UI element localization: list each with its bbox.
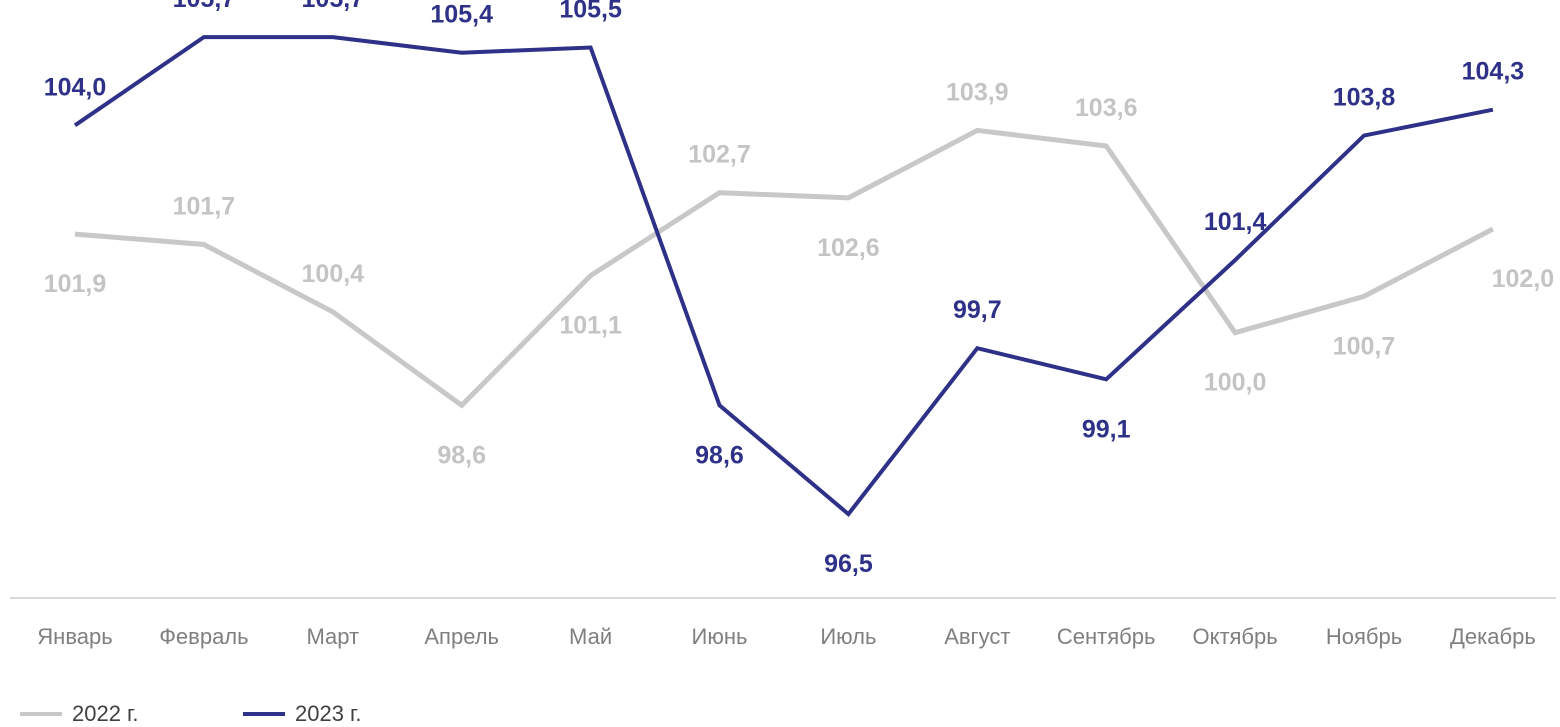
legend-item-2023: 2023 г. <box>243 701 362 726</box>
legend-label-2023: 2023 г. <box>295 701 362 726</box>
data-label-2023: 99,1 <box>1082 415 1131 443</box>
data-label-2023: 98,6 <box>695 441 744 469</box>
data-labels: 101,9 101,7 100,4 98,6 101,1 102,7 102,6 103,9 1… <box>44 0 1554 578</box>
legend: 2022 г. 2023 г. <box>20 701 362 726</box>
data-label-2022: 103,9 <box>946 78 1009 106</box>
data-label-2022: 102,6 <box>817 234 880 262</box>
data-label-2023: 104,3 <box>1462 58 1525 86</box>
series-line-2023 <box>73 35 1494 517</box>
x-tick-label: Ноябрь <box>1326 624 1402 649</box>
data-label-2023: 105,4 <box>430 1 493 29</box>
legend-label-2022: 2022 г. <box>72 701 139 726</box>
data-label-2022: 102,0 <box>1492 265 1555 293</box>
x-tick-label: Февраль <box>159 624 248 649</box>
x-tick-label: Апрель <box>424 624 499 649</box>
data-label-2022: 103,6 <box>1075 94 1138 122</box>
data-label-2022: 100,7 <box>1333 332 1396 360</box>
legend-item-2022: 2022 г. <box>20 701 139 726</box>
x-tick-label: Июнь <box>692 624 748 649</box>
data-label-2023: 99,7 <box>953 296 1002 324</box>
x-tick-label: Июль <box>820 624 876 649</box>
x-tick-label: Сентябрь <box>1057 624 1156 649</box>
x-tick-label: Март <box>306 624 359 649</box>
series-lines <box>73 35 1495 517</box>
data-label-2022: 101,1 <box>559 312 622 340</box>
series-line-2022 <box>74 127 1495 409</box>
data-label-2022: 101,7 <box>173 193 236 221</box>
data-label-2023: 101,4 <box>1204 208 1267 236</box>
x-tick-label: Январь <box>37 624 112 649</box>
data-label-2022: 101,9 <box>44 270 107 298</box>
data-label-2022: 98,6 <box>437 441 486 469</box>
data-label-2023: 105,7 <box>302 0 365 13</box>
data-label-2023: 103,8 <box>1333 84 1396 112</box>
data-label-2023: 105,5 <box>559 0 622 23</box>
x-tick-label: Октябрь <box>1192 624 1277 649</box>
x-tick-label: Декабрь <box>1450 624 1536 649</box>
data-label-2022: 102,7 <box>688 141 751 169</box>
data-label-2022: 100,0 <box>1204 369 1267 397</box>
x-axis-tick-labels: Январь Февраль Март Апрель Май Июнь Июль Август… <box>37 624 1536 649</box>
data-label-2022: 100,4 <box>302 260 365 288</box>
data-label-2023: 96,5 <box>824 550 873 578</box>
data-label-2023: 104,0 <box>44 73 107 101</box>
data-label-2023: 105,7 <box>173 0 236 13</box>
x-tick-label: Август <box>944 624 1010 649</box>
x-tick-label: Май <box>569 624 612 649</box>
